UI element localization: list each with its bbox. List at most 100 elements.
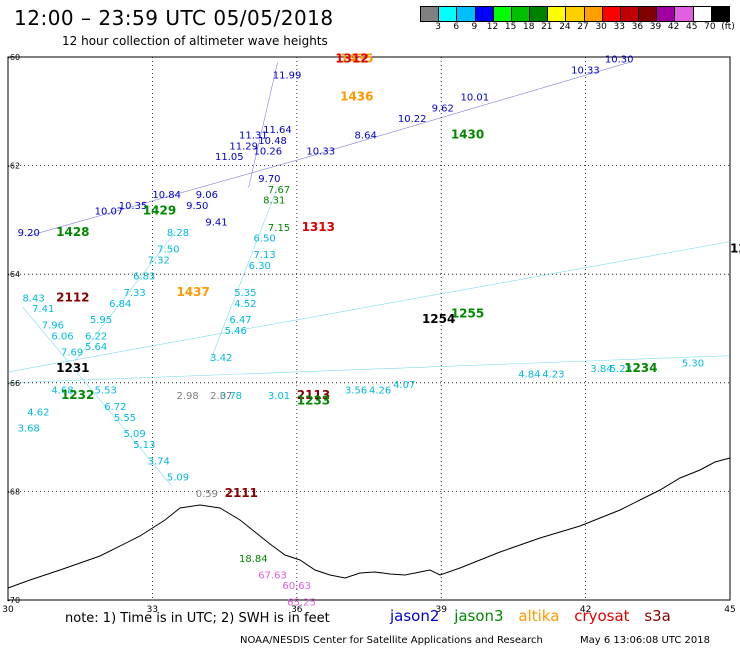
legend-label: 3: [435, 22, 441, 32]
wave-height-label: 5.30: [682, 359, 704, 370]
track-line: [75, 230, 177, 362]
wave-height-label: 10.26: [253, 147, 282, 158]
legend-swatch: [457, 7, 476, 21]
wave-height-label: 67.63: [258, 570, 287, 581]
wave-height-label: 7.96: [42, 321, 64, 332]
pass-time-label: 1436: [340, 89, 373, 103]
mission-cryosat: cryosat: [574, 607, 630, 625]
x-tick-label: 36: [291, 605, 303, 615]
wave-height-label: 7.67: [268, 185, 290, 196]
track-line: [27, 62, 630, 237]
wave-height-label: 4.68: [51, 386, 73, 397]
wave-height-label: 5.13: [133, 440, 155, 451]
x-tick-label: 45: [724, 605, 735, 615]
legend-label: 33: [613, 22, 626, 32]
legend-swatch: [657, 7, 676, 21]
pass-time-label: 1435: [340, 51, 373, 65]
wave-height-label: 3.78: [220, 391, 242, 402]
pass-time-label: 1312: [335, 51, 368, 65]
pass-time-label: 1313: [302, 220, 335, 234]
wave-height-label: 3.42: [210, 353, 232, 364]
wave-height-label: 9.62: [432, 103, 454, 114]
wave-height-label: 6.06: [51, 331, 73, 342]
legend-swatch: [620, 7, 640, 21]
wave-height-label: 6.72: [104, 402, 126, 413]
wave-height-label: 3.01: [268, 391, 290, 402]
wave-height-label: 7.41: [32, 304, 54, 315]
y-tick-label: -62: [7, 162, 20, 171]
mission-s3a: s3a: [644, 607, 671, 625]
legend-swatch: [548, 7, 567, 21]
pass-time-label: 1254: [422, 312, 455, 326]
satellite-tracks: [7, 62, 731, 487]
track-line: [209, 187, 278, 362]
legend-swatch: [493, 7, 512, 21]
y-tick-label: -64: [7, 270, 20, 279]
note-line: note: 1) Time is in UTC; 2) SWH is in fe…: [65, 611, 330, 626]
wave-height-label: 60.63: [282, 581, 311, 592]
wave-height-label: 6.30: [249, 261, 271, 272]
wave-height-label: 10.48: [258, 136, 287, 147]
wave-height-label: 10.35: [119, 201, 148, 212]
mission-jason3: jason3: [454, 607, 504, 625]
wave-height-label: 11.29: [229, 141, 258, 152]
wave-height-label: 7.50: [157, 244, 179, 255]
pass-time-label: 1231: [56, 361, 89, 375]
map-grid: [7, 56, 731, 601]
legend-swatch: [566, 7, 585, 21]
legend-swatch: [602, 7, 621, 21]
pass-time-label: 2111: [225, 486, 258, 500]
legend-swatch: [530, 7, 549, 21]
x-tick-label: 33: [147, 605, 158, 615]
wave-height-scale-labels: 3 6 9 12 15 18 21 24 27 30 33 36 39 42 45 70 (ft): [420, 22, 740, 34]
wave-height-label: 5.23: [610, 364, 632, 375]
wave-height-label: 8.43: [22, 293, 44, 304]
wave-height-label: 8.31: [263, 196, 285, 207]
pass-time-label: 1255: [451, 307, 484, 321]
wave-height-label: 4.62: [27, 407, 49, 418]
wave-height-label: 8.64: [355, 130, 377, 141]
legend-label: 42: [667, 22, 680, 32]
wave-height-label: 3.56: [345, 386, 367, 397]
wave-height-label: 3.74: [148, 456, 170, 467]
wave-height-label: 9.70: [258, 174, 280, 185]
wave-height-label: 6.47: [229, 315, 251, 326]
legend-swatch: [511, 7, 531, 21]
legend-label: 70: [704, 22, 716, 32]
wave-height-label: 10.84: [152, 190, 181, 201]
wave-height-label: 10.22: [398, 114, 427, 125]
footer-generated-time: May 6 13:06:08 UTC 2018: [580, 635, 710, 646]
wave-height-label: 2.07: [210, 391, 232, 402]
pass-time-label: 1429: [143, 203, 176, 217]
pass-time-label: 1430: [451, 127, 484, 141]
wave-height-label: 0.59: [196, 489, 218, 500]
mission-jason2: jason2: [390, 607, 440, 625]
x-tick-label: 30: [2, 605, 14, 615]
legend-swatch: [693, 7, 712, 21]
legend-label: 30: [595, 22, 607, 32]
wave-height-label: 10.33: [306, 147, 335, 158]
wave-height-label: 4.26: [369, 386, 391, 397]
legend-label: 18: [522, 22, 535, 32]
wave-height-label: 5.53: [95, 386, 117, 397]
wave-height-label: 5.09: [124, 429, 146, 440]
wave-height-label: 2.98: [176, 391, 198, 402]
footer-credit: NOAA/NESDIS Center for Satellite Applica…: [240, 635, 543, 646]
wave-height-label: 10.33: [571, 65, 600, 76]
wave-height-label: 4.84: [518, 369, 540, 380]
mission-legend: jason2 jason3 altika cryosat s3a: [390, 607, 681, 625]
wave-height-label: 5.95: [90, 315, 112, 326]
track-line: [7, 241, 731, 373]
wave-height-label: 9.41: [205, 217, 227, 228]
y-tick-label: -60: [7, 53, 20, 62]
track-line: [7, 355, 731, 384]
wave-height-label: 8.28: [167, 228, 189, 239]
wave-height-label: 11.99: [273, 71, 302, 82]
legend-swatch: [439, 7, 458, 21]
page-subtitle: 12 hour collection of altimeter wave hei…: [62, 34, 328, 48]
legend-label: 21: [541, 22, 553, 32]
wave-height-label: 10.01: [460, 92, 489, 103]
legend-label: 15: [504, 22, 517, 32]
